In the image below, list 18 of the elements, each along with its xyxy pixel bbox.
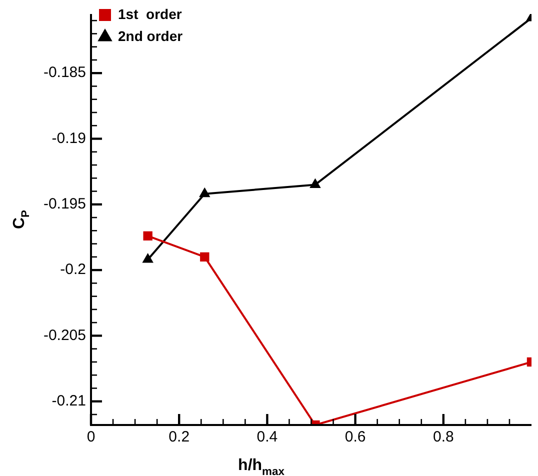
point xyxy=(199,187,210,198)
y-axis-title: CP xyxy=(11,209,32,230)
legend-label: 1st order xyxy=(118,6,182,22)
point xyxy=(142,253,154,263)
y-tick-label: -0.185 xyxy=(43,64,86,82)
point xyxy=(310,178,321,188)
x-tick-label: 0.2 xyxy=(168,428,190,446)
legend-label: 2nd order xyxy=(118,28,184,44)
point xyxy=(143,231,152,241)
y-tick-label: -0.2 xyxy=(60,261,86,278)
y-tick-label: -0.21 xyxy=(52,392,86,410)
x-tick-label: 0.4 xyxy=(256,428,278,446)
x-tick-label: 0 xyxy=(86,428,96,446)
y-tick-label: -0.195 xyxy=(43,196,86,213)
x-tick-label: 0.8 xyxy=(432,428,454,446)
y-tick-label: -0.19 xyxy=(52,130,86,147)
y-tick-label: -0.205 xyxy=(43,326,86,344)
x-tick-label: 0.6 xyxy=(344,428,366,446)
